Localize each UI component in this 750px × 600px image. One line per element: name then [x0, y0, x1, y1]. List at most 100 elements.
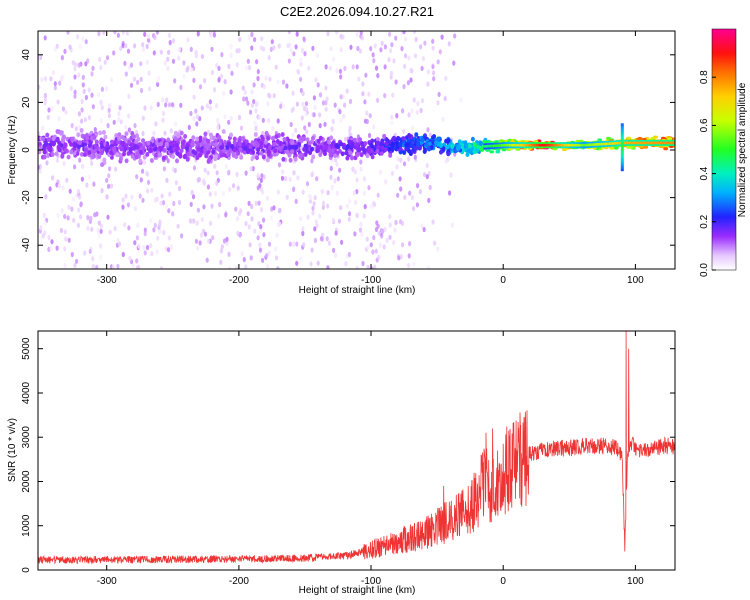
- spectrogram-core-peak: [485, 145, 488, 148]
- spectrogram-speckle: [305, 181, 310, 187]
- spectrogram-speckle: [114, 166, 118, 172]
- spectrogram-speckle: [47, 107, 51, 113]
- spectrogram-speckle: [73, 89, 77, 95]
- spectrogram-speckle: [441, 116, 445, 122]
- spectrogram-speckle: [119, 46, 123, 52]
- spectrogram-speckle: [139, 76, 143, 82]
- spectrogram-speckle: [46, 114, 50, 120]
- spectrogram-speckle: [213, 190, 217, 197]
- spectrogram-blob: [363, 141, 368, 146]
- spectrogram-blob: [256, 147, 261, 153]
- spectrogram-blob: [294, 144, 299, 150]
- spectrogram-blob: [422, 149, 427, 155]
- spectrogram-speckle: [218, 201, 222, 208]
- spectrogram-speckle: [305, 129, 309, 135]
- spectrogram-speckle: [113, 31, 117, 35]
- spectrogram-speckle: [78, 43, 82, 50]
- spectrogram-blob: [41, 136, 46, 142]
- spectrogram-core-peak: [651, 141, 654, 145]
- spectrogram-speckle: [333, 102, 337, 108]
- spectrogram-speckle: [194, 108, 198, 114]
- spectrogram-speckle: [79, 202, 83, 208]
- spectrogram-speckle: [348, 98, 353, 105]
- spectrogram-speckle: [303, 125, 307, 131]
- spectrogram-speckle: [81, 74, 85, 80]
- spectrogram-speckle: [38, 84, 41, 90]
- spectrogram-speckle: [425, 174, 429, 180]
- spectrogram-speckle: [69, 85, 73, 92]
- spectrogram-blob: [333, 153, 337, 159]
- spectrogram-blob: [171, 154, 176, 160]
- spectrogram-speckle: [258, 114, 262, 120]
- spectrogram-blob: [173, 130, 178, 136]
- spectrogram-speckle: [124, 193, 128, 199]
- spectrogram-blob: [130, 131, 135, 136]
- spectrogram-core-peak: [618, 141, 621, 145]
- spectrogram-speckle: [388, 222, 392, 228]
- spectrogram-speckle: [294, 198, 298, 204]
- spectrogram-blob: [207, 157, 212, 163]
- spectrogram-speckle: [236, 185, 240, 191]
- spectrogram-blob: [198, 135, 203, 141]
- spectrogram-speckle: [260, 207, 264, 213]
- spectrogram-speckle: [152, 130, 156, 136]
- spectrogram-speckle: [277, 208, 281, 214]
- spectrogram-disturbance: [620, 146, 624, 149]
- spectrogram-speckle: [324, 100, 328, 106]
- spectrogram-speckle: [274, 246, 278, 252]
- spectrogram-speckle: [141, 130, 145, 137]
- spectrogram-y-tick-label: -20: [21, 190, 32, 205]
- spectrogram-speckle: [326, 190, 330, 196]
- spectrogram-disturbance: [620, 151, 624, 155]
- spectrogram-blob: [58, 130, 63, 136]
- spectrogram-speckle: [212, 87, 217, 93]
- spectrogram-speckle: [390, 120, 394, 126]
- spectrogram-blob: [375, 140, 380, 146]
- spectrogram-speckle: [99, 118, 103, 124]
- spectrogram-blob: [330, 148, 335, 154]
- spectrogram-speckle: [223, 79, 227, 85]
- spectrogram-speckle: [75, 258, 79, 264]
- spectrogram-speckle: [391, 92, 395, 98]
- spectrogram-speckle: [309, 195, 313, 201]
- spectrogram-blob: [290, 149, 295, 154]
- spectrogram-y-tick-label: 20: [21, 96, 32, 108]
- spectrogram-speckle: [314, 219, 318, 225]
- spectrogram-speckle: [99, 243, 103, 249]
- spectrogram-speckle: [196, 245, 200, 251]
- spectrogram-blob: [360, 141, 364, 146]
- spectrogram-speckle: [78, 194, 82, 200]
- spectrogram-speckle: [419, 107, 423, 114]
- spectrogram-speckle: [49, 245, 53, 252]
- spectrogram-core-peak: [540, 143, 543, 147]
- spectrogram-speckle: [203, 78, 207, 84]
- spectrogram-speckle: [338, 109, 342, 115]
- spectrogram-speckle: [362, 176, 367, 182]
- spectrogram-speckle: [192, 165, 197, 171]
- spectrogram-speckle: [367, 132, 372, 139]
- spectrogram-speckle: [169, 128, 173, 134]
- spectrogram-speckle: [59, 227, 64, 234]
- spectrogram-x-tick-label: 0: [500, 275, 506, 286]
- spectrogram-speckle: [153, 222, 157, 228]
- spectrogram-speckle: [77, 72, 81, 78]
- spectrogram-blob: [221, 129, 226, 134]
- spectrogram-blob: [271, 142, 276, 147]
- spectrogram-blob: [117, 135, 122, 141]
- spectrogram-core-peak: [597, 143, 600, 146]
- spectrogram-blob: [369, 142, 374, 148]
- spectrogram-speckle: [330, 184, 334, 190]
- spectrogram-speckle: [288, 176, 292, 182]
- spectrogram-speckle: [91, 104, 95, 110]
- spectrogram-blob: [329, 135, 334, 141]
- spectrogram-speckle: [71, 196, 75, 202]
- spectrogram-blob: [323, 151, 327, 157]
- spectrogram-speckle: [68, 44, 72, 50]
- spectrogram-speckle: [41, 125, 45, 131]
- spectrogram-speckle: [436, 100, 440, 106]
- spectrogram-core-peak: [673, 141, 675, 145]
- spectrogram-speckle: [44, 194, 48, 200]
- spectrogram-blob: [157, 152, 162, 158]
- spectrogram-speckle: [135, 265, 140, 269]
- spectrogram-core-peak: [640, 141, 643, 145]
